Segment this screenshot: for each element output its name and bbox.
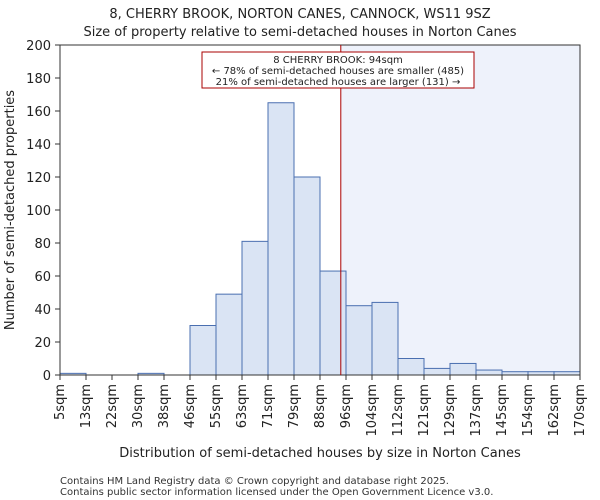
x-tick-label-5sqm: 5sqm [53,384,68,420]
x-tick-label-22sqm: 22sqm [105,384,120,428]
bar-121sqm [423,367,451,376]
y-tick-label-60: 60 [34,270,51,285]
x-tick-label-96sqm: 96sqm [339,384,354,428]
x-tick-label-112sqm: 112sqm [391,384,406,437]
y-tick-label-40: 40 [34,303,51,318]
bar-46sqm [189,325,217,376]
bar-63sqm [241,240,269,376]
bar-129sqm [449,362,477,376]
x-tick-label-170sqm: 170sqm [573,384,588,437]
y-tick-label-140: 140 [26,138,51,153]
x-tick-label-30sqm: 30sqm [131,384,146,428]
bar-137sqm [475,369,503,376]
x-tick-label-145sqm: 145sqm [495,384,510,437]
y-tick-label-20: 20 [34,336,51,351]
y-tick-label-100: 100 [26,204,51,219]
x-tick-label-38sqm: 38sqm [157,384,172,428]
y-axis-label: Number of semi-detached properties [3,90,18,330]
x-tick-label-63sqm: 63sqm [235,384,250,428]
annotation-line-2: ← 78% of semi-detached houses are smalle… [212,66,464,77]
x-tick-label-162sqm: 162sqm [547,384,562,437]
x-tick-label-104sqm: 104sqm [365,384,380,437]
chart-title: 8, CHERRY BROOK, NORTON CANES, CANNOCK, … [109,7,490,22]
annotation-line-3: 21% of semi-detached houses are larger (… [216,77,461,88]
plot-area: 0 20 40 60 80 100 120 140 160 180 200 5sqm 13sqm 22sq… [26,39,588,437]
x-tick-label-55sqm: 55sqm [209,384,224,428]
x-tick-label-137sqm: 137sqm [469,384,484,437]
bar-88sqm [319,270,347,376]
x-tick-label-79sqm: 79sqm [287,384,302,428]
y-tick-label-0: 0 [43,369,51,384]
x-tick-label-88sqm: 88sqm [313,384,328,428]
y-tick-label-80: 80 [34,237,51,252]
x-tick-label-71sqm: 71sqm [261,384,276,428]
y-tick-label-180: 180 [26,72,51,87]
x-axis-label: Distribution of semi-detached houses by … [119,446,521,461]
chart-subtitle: Size of property relative to semi-detach… [83,25,516,40]
footer-line-2: Contains public sector information licen… [60,487,493,498]
y-tick-label-200: 200 [26,39,51,54]
annotation-line-1: 8 CHERRY BROOK: 94sqm [273,55,403,66]
x-tick-label-46sqm: 46sqm [183,384,198,428]
bar-71sqm [267,102,295,376]
x-tick-label-121sqm: 121sqm [417,384,432,437]
x-tick-label-13sqm: 13sqm [79,384,94,428]
bar-112sqm [397,358,425,376]
y-tick-label-160: 160 [26,105,51,120]
y-tick-label-120: 120 [26,171,51,186]
bar-79sqm [293,176,321,376]
annotation-box [201,51,475,89]
x-tick-label-129sqm: 129sqm [443,384,458,437]
bar-104sqm [371,301,399,376]
bar-55sqm [215,293,243,376]
x-tick-label-154sqm: 154sqm [521,384,536,437]
footer-line-1: Contains HM Land Registry data © Crown c… [60,476,449,487]
bar-96sqm [345,305,373,376]
